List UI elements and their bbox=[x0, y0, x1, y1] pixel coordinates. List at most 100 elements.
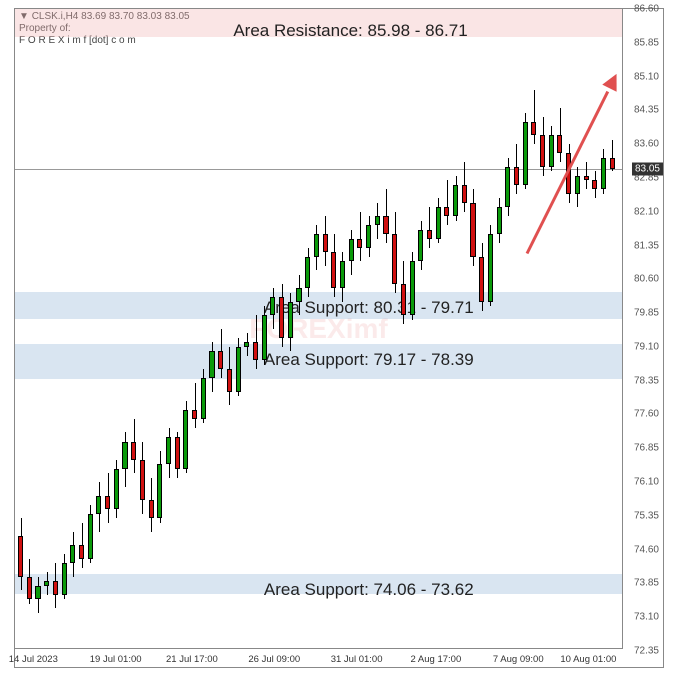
candle-body bbox=[149, 500, 154, 518]
candle-body bbox=[505, 167, 510, 208]
candle-body bbox=[410, 261, 415, 315]
chart-container: ▼ CLSK.i,H4 83.69 83.70 83.03 83.05 Prop… bbox=[14, 8, 664, 668]
candle-body bbox=[157, 464, 162, 518]
candle-body bbox=[209, 351, 214, 378]
candle-body bbox=[462, 185, 467, 203]
y-tick-label: 77.60 bbox=[634, 409, 659, 420]
candle-body bbox=[488, 234, 493, 302]
candle-body bbox=[444, 207, 449, 216]
candle-body bbox=[53, 581, 58, 595]
candle-body bbox=[375, 216, 380, 225]
candle-body bbox=[349, 239, 354, 262]
support-zone-label: Area Support: 74.06 - 73.62 bbox=[264, 580, 474, 600]
candle-body bbox=[122, 442, 127, 469]
y-tick-label: 79.85 bbox=[634, 308, 659, 319]
y-tick-label: 85.10 bbox=[634, 71, 659, 82]
candle-body bbox=[427, 230, 432, 239]
candle-body bbox=[470, 203, 475, 257]
x-tick-label: 2 Aug 17:00 bbox=[411, 654, 462, 665]
candle-body bbox=[610, 158, 615, 169]
candle-body bbox=[35, 586, 40, 600]
candle-body bbox=[331, 252, 336, 288]
trend-arrow-head bbox=[602, 70, 623, 91]
y-tick-label: 81.35 bbox=[634, 240, 659, 251]
candle-wick bbox=[534, 90, 535, 144]
x-tick-label: 7 Aug 09:00 bbox=[493, 654, 544, 665]
current-price-line bbox=[15, 169, 622, 170]
candle-body bbox=[601, 158, 606, 190]
candle-body bbox=[236, 347, 241, 392]
candle-body bbox=[497, 207, 502, 234]
support-zone-label: Area Support: 80.31 - 79.71 bbox=[264, 298, 474, 318]
x-tick-label: 10 Aug 01:00 bbox=[560, 654, 616, 665]
y-tick-label: 72.35 bbox=[634, 646, 659, 657]
resistance-zone-label: Area Resistance: 85.98 - 86.71 bbox=[233, 21, 467, 41]
candle-body bbox=[105, 496, 110, 510]
candle-wick bbox=[447, 180, 448, 225]
y-tick-label: 78.35 bbox=[634, 375, 659, 386]
candle-body bbox=[62, 563, 67, 595]
candle-body bbox=[227, 369, 232, 392]
candle-body bbox=[244, 342, 249, 347]
candle-wick bbox=[429, 207, 430, 248]
candle-body bbox=[366, 225, 371, 248]
candle-body bbox=[218, 351, 223, 369]
candle-body bbox=[383, 216, 388, 234]
candle-body bbox=[314, 234, 319, 257]
x-tick-label: 31 Jul 01:00 bbox=[331, 654, 383, 665]
y-tick-label: 86.60 bbox=[634, 4, 659, 15]
y-tick-label: 73.10 bbox=[634, 612, 659, 623]
candle-body bbox=[262, 315, 267, 360]
candle-body bbox=[340, 261, 345, 288]
candle-body bbox=[323, 234, 328, 252]
y-tick-label: 76.85 bbox=[634, 443, 659, 454]
candle-body bbox=[453, 185, 458, 217]
x-axis: 14 Jul 202319 Jul 01:0021 Jul 17:0026 Ju… bbox=[15, 649, 623, 667]
candle-body bbox=[175, 437, 180, 469]
candle-body bbox=[549, 135, 554, 167]
y-tick-label: 79.10 bbox=[634, 341, 659, 352]
plot-area[interactable]: ▼ CLSK.i,H4 83.69 83.70 83.03 83.05 Prop… bbox=[15, 9, 623, 649]
candle-body bbox=[131, 442, 136, 460]
candle-body bbox=[479, 257, 484, 302]
candle-body bbox=[27, 577, 32, 600]
trend-arrow bbox=[526, 91, 610, 255]
candle-body bbox=[96, 496, 101, 514]
y-tick-label: 82.10 bbox=[634, 206, 659, 217]
y-tick-label: 83.60 bbox=[634, 139, 659, 150]
candle-body bbox=[436, 207, 441, 239]
candle-body bbox=[575, 176, 580, 194]
candle-body bbox=[584, 176, 589, 181]
x-tick-label: 19 Jul 01:00 bbox=[90, 654, 142, 665]
candle-body bbox=[514, 167, 519, 185]
candle-body bbox=[166, 437, 171, 464]
x-tick-label: 14 Jul 2023 bbox=[9, 654, 58, 665]
candle-body bbox=[279, 297, 284, 338]
candle-body bbox=[288, 302, 293, 338]
candle-body bbox=[592, 180, 597, 189]
y-axis: 86.6085.8585.1084.3583.6082.8582.1081.35… bbox=[623, 9, 663, 649]
y-tick-label: 80.60 bbox=[634, 274, 659, 285]
candle-body bbox=[557, 135, 562, 153]
y-tick-label: 76.10 bbox=[634, 477, 659, 488]
candle-body bbox=[418, 230, 423, 262]
current-price-label: 83.05 bbox=[632, 162, 663, 175]
y-tick-label: 74.60 bbox=[634, 544, 659, 555]
candle-body bbox=[296, 288, 301, 302]
candle-body bbox=[114, 469, 119, 510]
x-tick-label: 21 Jul 17:00 bbox=[166, 654, 218, 665]
candle-body bbox=[392, 234, 397, 284]
x-tick-label: 26 Jul 09:00 bbox=[248, 654, 300, 665]
candle-body bbox=[18, 536, 23, 577]
y-tick-label: 84.35 bbox=[634, 105, 659, 116]
candle-body bbox=[401, 284, 406, 316]
y-tick-label: 85.85 bbox=[634, 37, 659, 48]
candle-body bbox=[253, 342, 258, 360]
candle-body bbox=[531, 122, 536, 136]
candle-body bbox=[44, 581, 49, 586]
candle-body bbox=[540, 135, 545, 167]
candle-body bbox=[88, 514, 93, 559]
y-tick-label: 73.85 bbox=[634, 578, 659, 589]
candle-body bbox=[79, 545, 84, 559]
candle-body bbox=[140, 460, 145, 501]
